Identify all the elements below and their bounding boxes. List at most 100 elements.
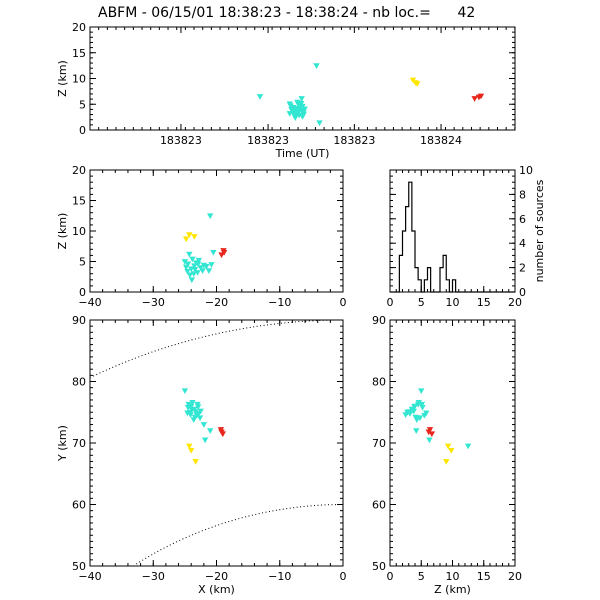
scatter-point [200,422,208,428]
y-tick-label: 90 [372,314,386,327]
scatter-point [300,109,307,116]
panel-x-y: −40 −30 −20 −10 0 50 60 70 80 90 X (km) Y (km) [56,314,347,596]
scatter-point [418,401,426,408]
y-axis-label: Y (km) [56,425,69,462]
scatter-point [196,415,204,422]
scatter-point [188,277,196,284]
histogram-line [390,181,515,293]
scatter-point [428,431,436,438]
x-tick-label: −20 [205,570,228,583]
scatter-point [192,459,199,465]
scatter-point [201,437,209,444]
panel-z-y: 0 5 10 15 20 50 60 70 80 90 Z (km) [372,314,522,596]
x-tick-label: −10 [268,296,291,309]
scatter-point [443,459,450,465]
x-tick-label: 183824 [420,134,462,147]
x-tick-label: 183823 [333,134,375,147]
scatter-point [181,388,189,395]
scatter-point [203,263,210,270]
scatter-point [182,264,190,271]
x-tick-label: 15 [477,296,491,309]
scatter-point [188,407,196,414]
scatter-point [182,236,190,243]
y-tick-label: 60 [372,499,386,512]
x-tick-label: 15 [477,570,491,583]
scatter-point [298,96,305,102]
x-tick-label: 0 [387,296,394,309]
y-tick-label: 0 [519,286,526,299]
scatter-point [189,256,196,263]
y-tick-label: 80 [72,376,86,389]
scatter-point [477,93,485,100]
y-axis-label: Z (km) [56,213,69,250]
y-tick-label: 5 [79,256,86,269]
x-axis-label: X (km) [198,583,235,596]
y-tick-label: 90 [72,314,86,327]
y-tick-label: 0 [79,286,86,299]
y-tick-label: 0 [79,124,86,137]
x-tick-label: −20 [205,296,228,309]
x-tick-label: 183823 [160,134,202,147]
scatter-point [194,261,202,268]
scatter-point [188,447,195,454]
scatter-point [191,267,199,273]
scatter-point [208,262,215,268]
y-tick-label: 10 [72,73,86,86]
scatter-point [286,111,293,117]
scatter-point [448,447,455,454]
x-tick-label: 183823 [247,134,289,147]
plot-frame [89,319,344,567]
scatter-point [184,261,192,268]
x-tick-label: 0 [340,570,347,583]
scatter-point [416,415,424,422]
scatter-point [199,268,206,274]
scatter-point [464,443,472,450]
y-tick-label: 50 [72,560,86,573]
scatter-point [296,103,304,110]
scatter-point [184,410,191,417]
y-tick-label: 70 [372,437,386,450]
x-tick-label: 10 [446,296,460,309]
y-tick-label: 15 [72,195,86,208]
plot-frame [89,169,344,293]
range-ring-outer [90,319,338,378]
scatter-point [191,234,198,240]
x-tick-label: −30 [142,570,165,583]
scatter-point [411,404,418,411]
scatter-point [186,443,193,450]
scatter-point [186,232,193,238]
x-tick-label: −10 [268,570,291,583]
scatter-point [299,114,306,120]
panel-time-height: 183823 183823 183823 183824 0 5 10 15 20 Time (UT… [56,21,516,160]
y-tick-label: 2 [519,262,526,275]
x-tick-label: 5 [418,296,425,309]
scatter-point [313,63,320,69]
scatter-point [471,96,478,102]
scatter-point [418,388,425,395]
x-axis-label: Time (UT) [275,147,330,160]
scatter-point [187,412,194,419]
y-tick-label: 50 [372,560,386,573]
scatter-point [186,272,194,279]
scatter-point [184,268,191,275]
scatter-point [218,429,225,436]
scatter-point [191,263,198,270]
y-tick-label: 60 [72,499,86,512]
scatter-point [192,409,199,415]
scatter-point [197,408,204,415]
y-tick-label: 5 [79,98,86,111]
scatter-point [298,100,305,107]
y-axis-label: Z (km) [56,60,69,97]
scatter-point [413,417,421,423]
y-tick-label: 20 [72,164,86,177]
scatter-point [190,271,197,278]
scatter-point [210,249,217,256]
scatter-point [423,410,430,417]
scatter-point [206,428,214,435]
scatter-point [405,409,412,415]
scatter-point [256,94,264,100]
y-tick-label: 70 [72,437,86,450]
x-tick-label: 20 [508,296,522,309]
scatter-point [316,120,323,127]
